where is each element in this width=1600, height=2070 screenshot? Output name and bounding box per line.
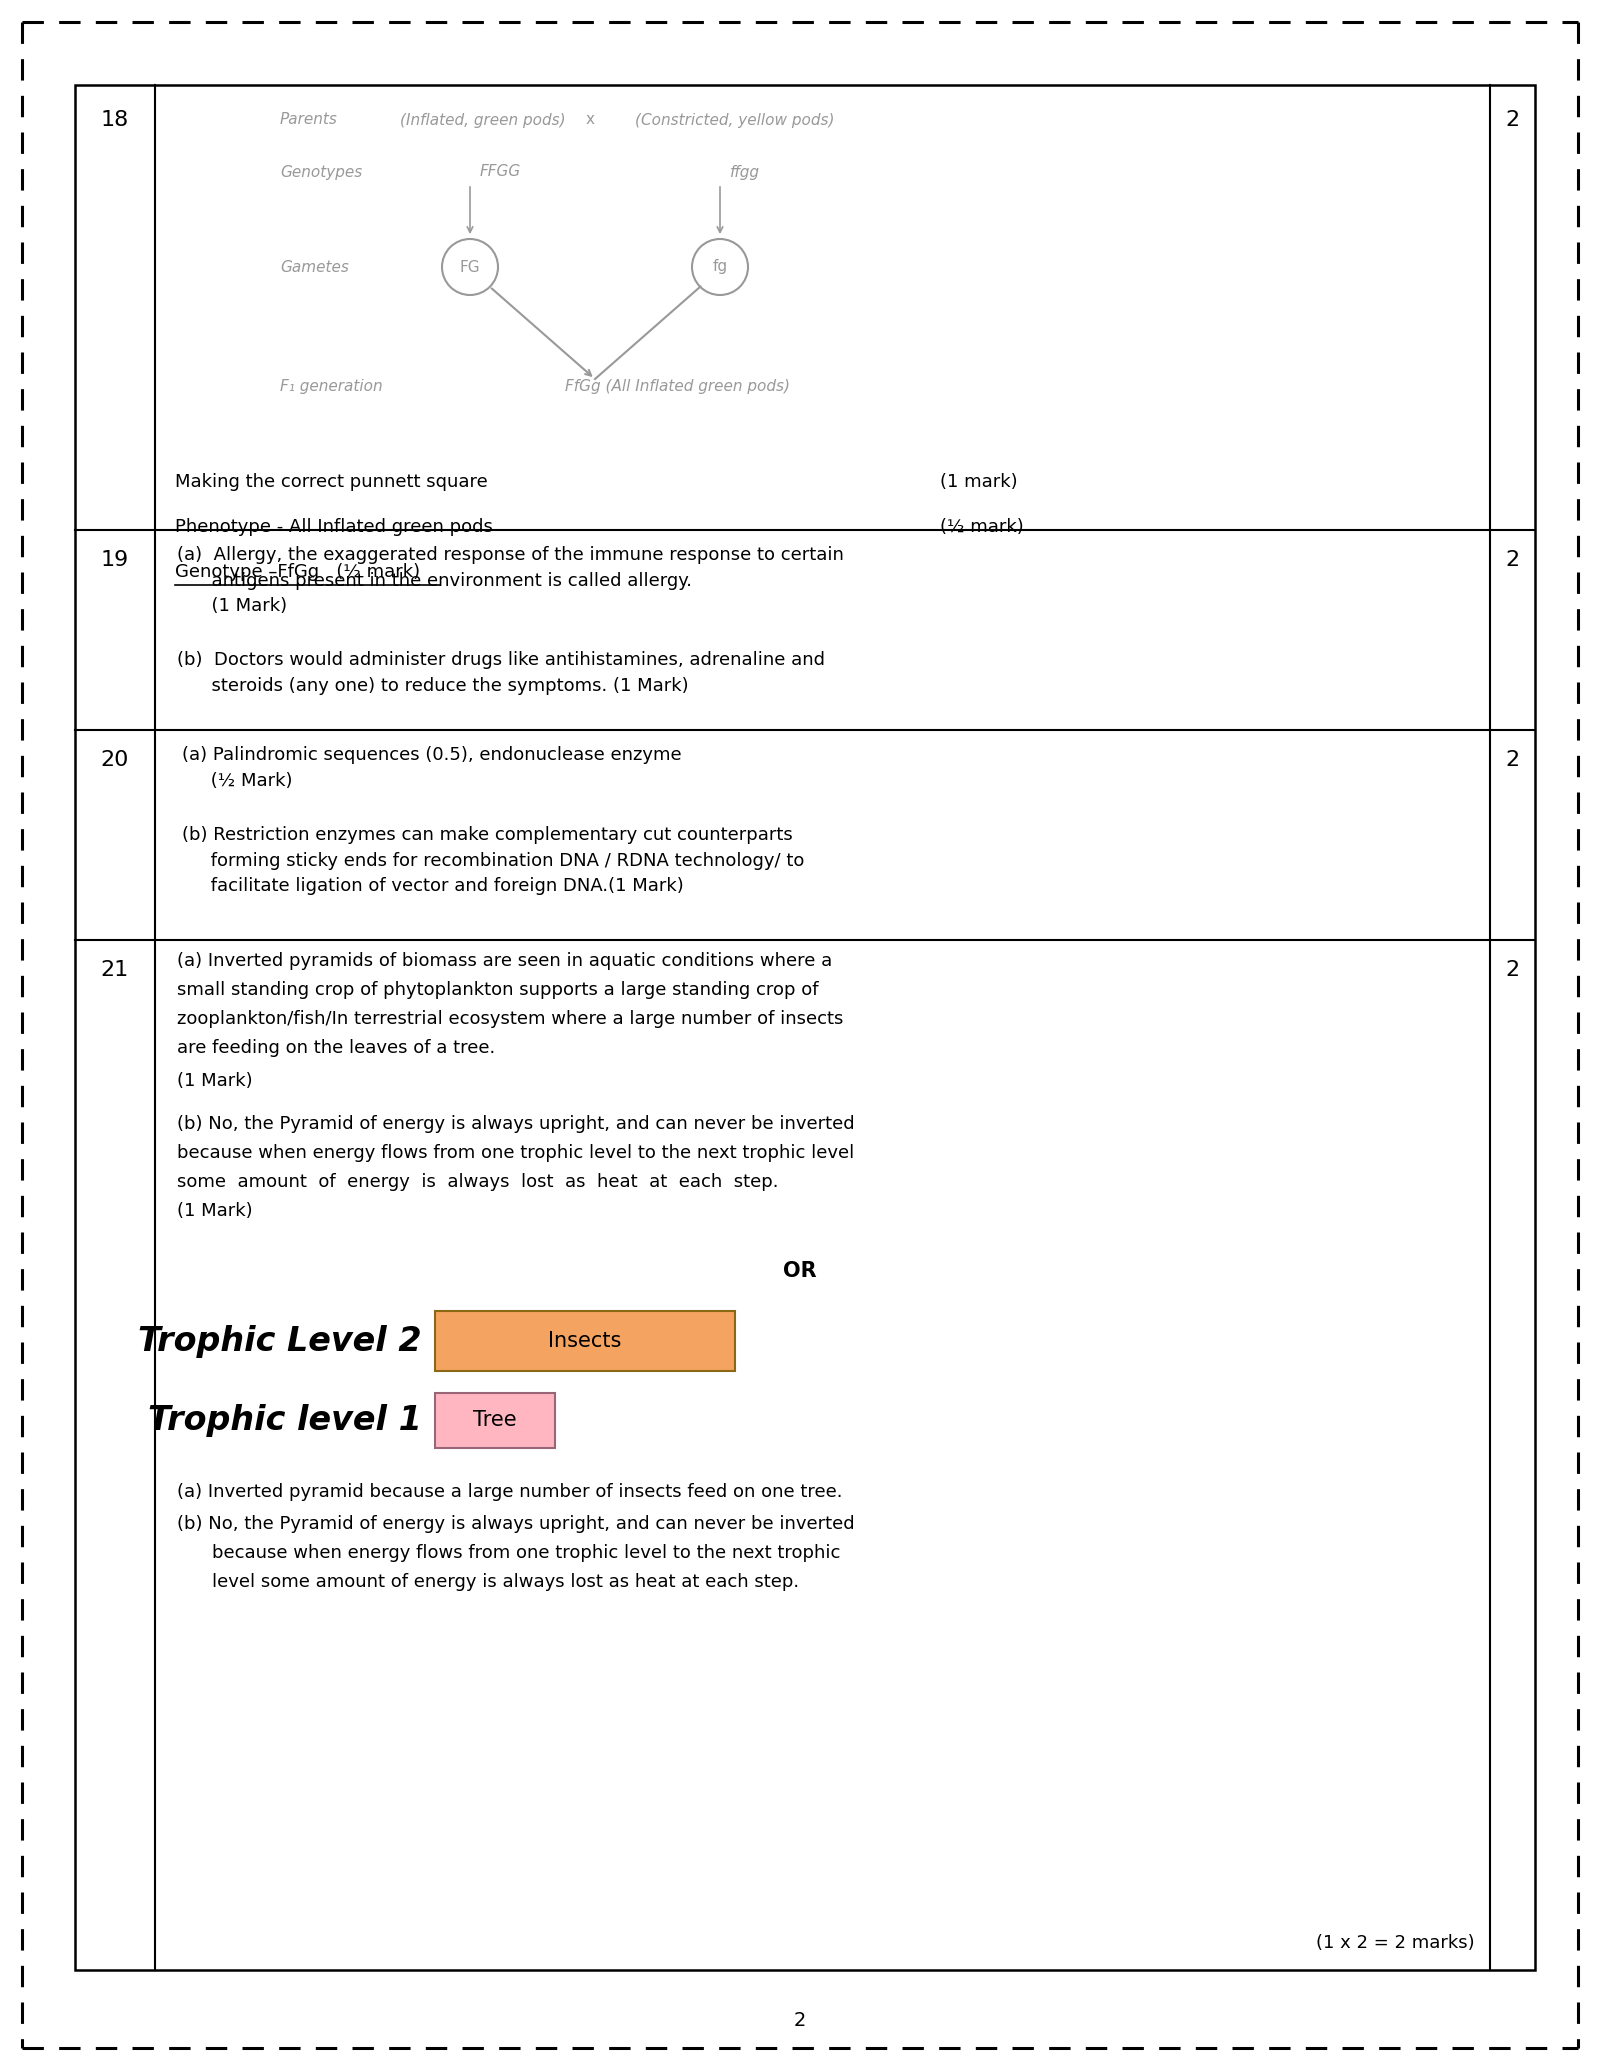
Text: FG: FG: [459, 259, 480, 275]
Text: Genotype –FfGg   (½ mark): Genotype –FfGg (½ mark): [174, 563, 421, 582]
Bar: [435, 1393, 555, 1449]
Text: 19: 19: [101, 551, 130, 569]
Text: Phenotype - All Inflated green pods: Phenotype - All Inflated green pods: [174, 518, 493, 536]
Text: 20: 20: [101, 749, 130, 770]
Text: (a) Inverted pyramids of biomass are seen in aquatic conditions where a: (a) Inverted pyramids of biomass are see…: [178, 952, 832, 971]
Text: Parents: Parents: [280, 112, 338, 128]
Text: ffgg: ffgg: [730, 164, 760, 180]
Text: Genotypes: Genotypes: [280, 164, 362, 180]
Text: x: x: [586, 112, 595, 128]
Text: 2: 2: [1506, 960, 1520, 979]
Text: 2: 2: [794, 2010, 806, 2031]
Text: (a) Inverted pyramid because a large number of insects feed on one tree.: (a) Inverted pyramid because a large num…: [178, 1482, 843, 1501]
Text: 18: 18: [101, 110, 130, 130]
Text: OR: OR: [782, 1261, 818, 1281]
Text: (1 x 2 = 2 marks): (1 x 2 = 2 marks): [1317, 1933, 1475, 1952]
Text: (b)  Doctors would administer drugs like antihistamines, adrenaline and
      st: (b) Doctors would administer drugs like …: [178, 650, 826, 696]
Text: F₁ generation: F₁ generation: [280, 379, 382, 395]
Bar: [435, 1310, 734, 1370]
Text: Trophic Level 2: Trophic Level 2: [138, 1325, 422, 1358]
Text: Trophic level 1: Trophic level 1: [149, 1403, 422, 1437]
Text: because when energy flows from one trophic level to the next trophic: because when energy flows from one troph…: [211, 1544, 840, 1563]
Text: FfGg (All Inflated green pods): FfGg (All Inflated green pods): [565, 379, 790, 395]
Text: Insects: Insects: [549, 1331, 622, 1352]
Text: (a) Palindromic sequences (0.5), endonuclease enzyme
     (½ Mark): (a) Palindromic sequences (0.5), endonuc…: [182, 745, 682, 789]
Text: (a)  Allergy, the exaggerated response of the immune response to certain
      a: (a) Allergy, the exaggerated response of…: [178, 546, 843, 615]
Text: small standing crop of phytoplankton supports a large standing crop of: small standing crop of phytoplankton sup…: [178, 981, 819, 1000]
Text: zooplankton/fish/In terrestrial ecosystem where a large number of insects: zooplankton/fish/In terrestrial ecosyste…: [178, 1010, 843, 1029]
Text: (Inflated, green pods): (Inflated, green pods): [400, 112, 566, 128]
Text: 2: 2: [1506, 749, 1520, 770]
Text: (1 Mark): (1 Mark): [178, 1203, 253, 1219]
Text: FFGG: FFGG: [480, 164, 522, 180]
Text: (½ mark): (½ mark): [941, 518, 1024, 536]
Text: (b) Restriction enzymes can make complementary cut counterparts
     forming sti: (b) Restriction enzymes can make complem…: [182, 826, 805, 896]
Text: because when energy flows from one trophic level to the next trophic level: because when energy flows from one troph…: [178, 1145, 854, 1161]
Text: some  amount  of  energy  is  always  lost  as  heat  at  each  step.: some amount of energy is always lost as …: [178, 1174, 779, 1190]
Text: (Constricted, yellow pods): (Constricted, yellow pods): [635, 112, 835, 128]
Text: 2: 2: [1506, 110, 1520, 130]
Text: fg: fg: [712, 259, 728, 275]
Text: (b) No, the Pyramid of energy is always upright, and can never be inverted: (b) No, the Pyramid of energy is always …: [178, 1515, 854, 1534]
Text: Tree: Tree: [474, 1410, 517, 1430]
Text: (1 Mark): (1 Mark): [178, 1072, 253, 1091]
Text: 21: 21: [101, 960, 130, 979]
Text: Gametes: Gametes: [280, 259, 349, 275]
Text: 2: 2: [1506, 551, 1520, 569]
Text: Making the correct punnett square: Making the correct punnett square: [174, 474, 488, 491]
Text: level some amount of energy is always lost as heat at each step.: level some amount of energy is always lo…: [211, 1573, 798, 1592]
Text: (1 mark): (1 mark): [941, 474, 1018, 491]
Text: are feeding on the leaves of a tree.: are feeding on the leaves of a tree.: [178, 1039, 496, 1058]
Text: (b) No, the Pyramid of energy is always upright, and can never be inverted: (b) No, the Pyramid of energy is always …: [178, 1116, 854, 1132]
